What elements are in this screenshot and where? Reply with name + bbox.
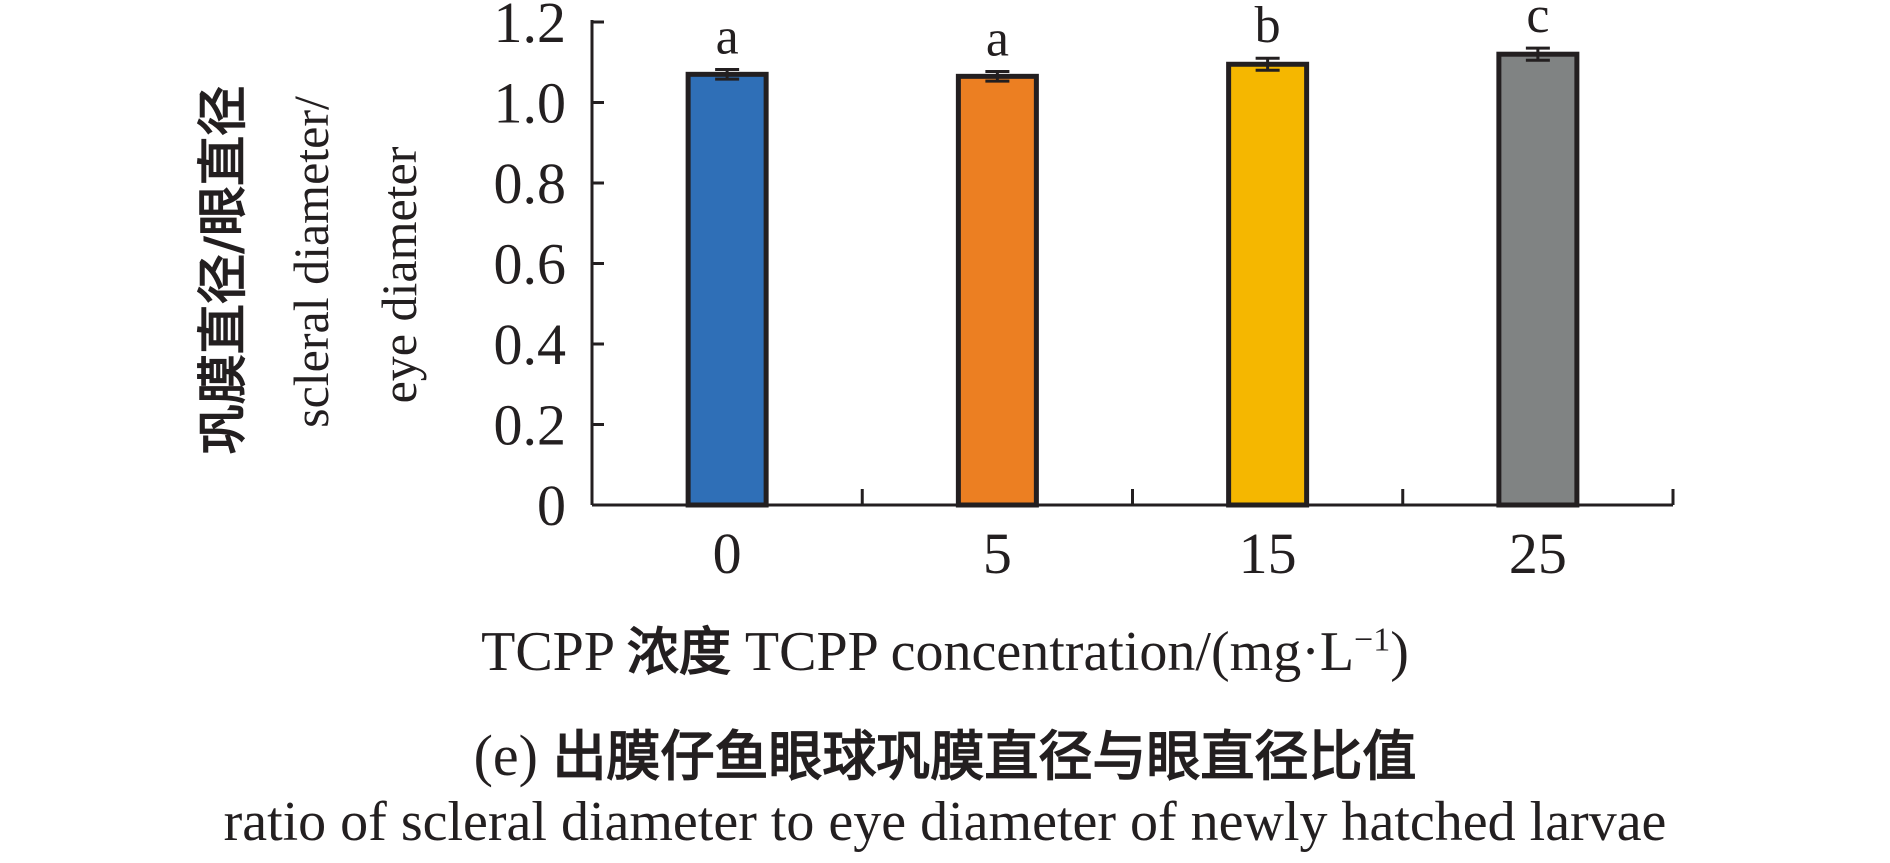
bar <box>1496 51 1580 508</box>
y-axis-title-en-line1: scleral diameter/ <box>283 96 339 428</box>
bar-chart: 巩膜直径/眼直径 scleral diameter/ eye diameter … <box>194 0 1675 586</box>
x-tick-label: 25 <box>1509 521 1567 586</box>
x-axis-title-superscript: −1 <box>1354 621 1391 659</box>
x-tick-label: 5 <box>983 521 1012 586</box>
x-tick-label: 0 <box>713 521 742 586</box>
plot-area: 0 0.2 0.4 0.6 0.8 1.0 1.2 a 0 a 5 b 15 c 25 <box>494 0 1675 586</box>
y-tick-label: 1.2 <box>494 0 567 55</box>
x-axis-title-cn: 浓度 <box>626 623 731 683</box>
y-tick-label: 0.4 <box>494 312 567 377</box>
y-tick-label: 0.8 <box>494 151 567 216</box>
y-axis-title-cn: 巩膜直径/眼直径 <box>194 86 252 454</box>
significance-label: a <box>716 8 739 65</box>
x-axis-title: TCPP 浓度 TCPP concentration/(mg·L−1) <box>0 610 1890 685</box>
significance-label: a <box>986 11 1009 68</box>
bar <box>1226 61 1310 508</box>
y-axis-title: 巩膜直径/眼直径 scleral diameter/ eye diameter <box>194 86 427 454</box>
significance-label: c <box>1526 0 1549 44</box>
x-tick-label: 15 <box>1239 521 1297 586</box>
y-tick-label: 0.6 <box>494 232 567 297</box>
y-axis-title-en-line2: eye diameter <box>371 146 427 403</box>
y-tick-label: 0 <box>537 473 566 538</box>
significance-label: b <box>1255 0 1281 54</box>
bar <box>685 71 769 508</box>
subtitle-cn-text: 出膜仔鱼眼球巩膜直径与眼直径比值 <box>552 725 1417 788</box>
y-tick-label: 1.0 <box>494 71 567 136</box>
bar <box>955 73 1039 508</box>
y-tick-label: 0.2 <box>494 393 567 458</box>
x-axis-title-suffix: ) <box>1390 621 1409 683</box>
subtitle-en: ratio of scleral diameter to eye diamete… <box>223 791 1667 853</box>
subtitle-prefix: (e) <box>473 723 553 788</box>
x-axis-title-en: TCPP concentration/(mg·L <box>730 621 1355 683</box>
x-axis-title-prefix: TCPP <box>481 621 627 683</box>
subtitle-cn: (e) 出膜仔鱼眼球巩膜直径与眼直径比值 <box>0 712 1890 791</box>
